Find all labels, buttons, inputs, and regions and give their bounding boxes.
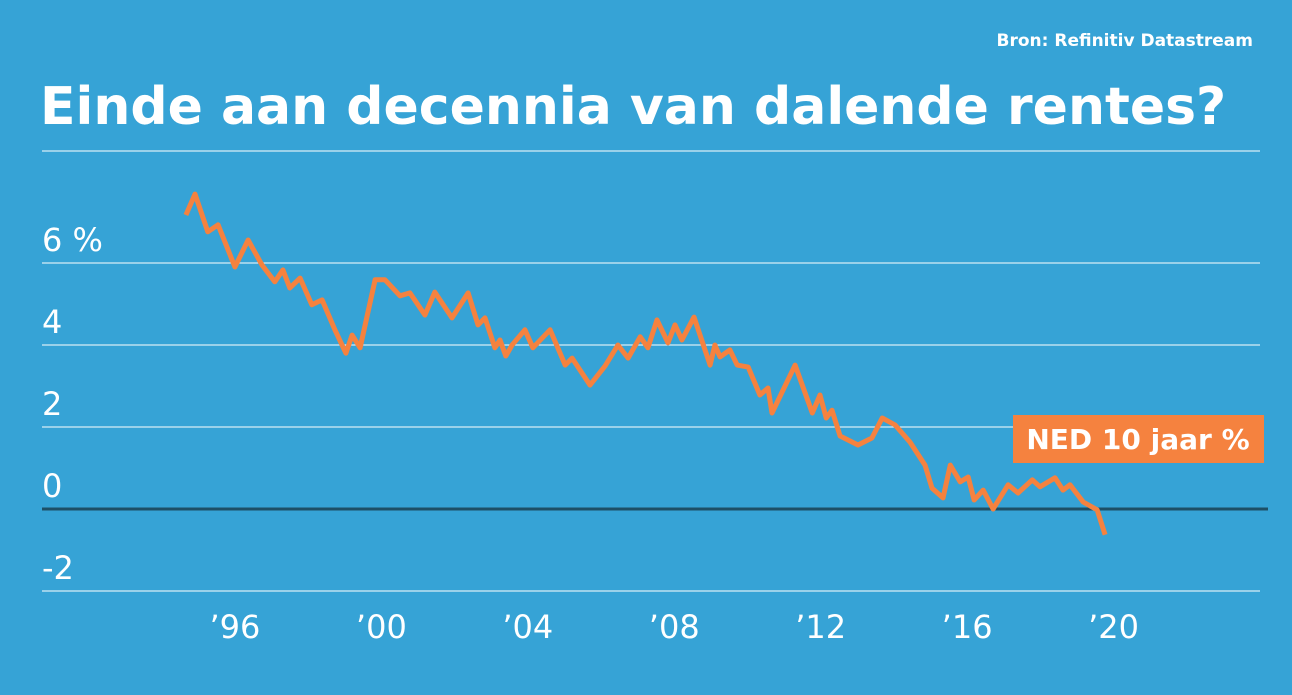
data-line: [183, 191, 1108, 536]
y-tick-label: 2: [42, 385, 62, 423]
legend-box: [1013, 415, 1264, 463]
x-tick-label: ’20: [1088, 608, 1139, 646]
y-tick-label: 4: [42, 303, 62, 341]
y-tick-label: 6 %: [42, 221, 103, 259]
x-tick-label: ’04: [502, 608, 553, 646]
legend-label: NED 10 jaar %: [1026, 423, 1249, 456]
x-tick-label: ’12: [795, 608, 846, 646]
chart-title: Einde aan decennia van dalende rentes?: [40, 77, 1226, 137]
x-tick-label: ’16: [942, 608, 993, 646]
y-tick-label: 0: [42, 467, 62, 505]
y-tick-label: -2: [42, 549, 74, 587]
source: Bron: Refinitiv Datastream: [997, 31, 1253, 51]
x-tick-label: ’08: [649, 608, 700, 646]
x-tick-label: ’96: [209, 608, 260, 646]
x-tick-label: ’00: [356, 608, 407, 646]
